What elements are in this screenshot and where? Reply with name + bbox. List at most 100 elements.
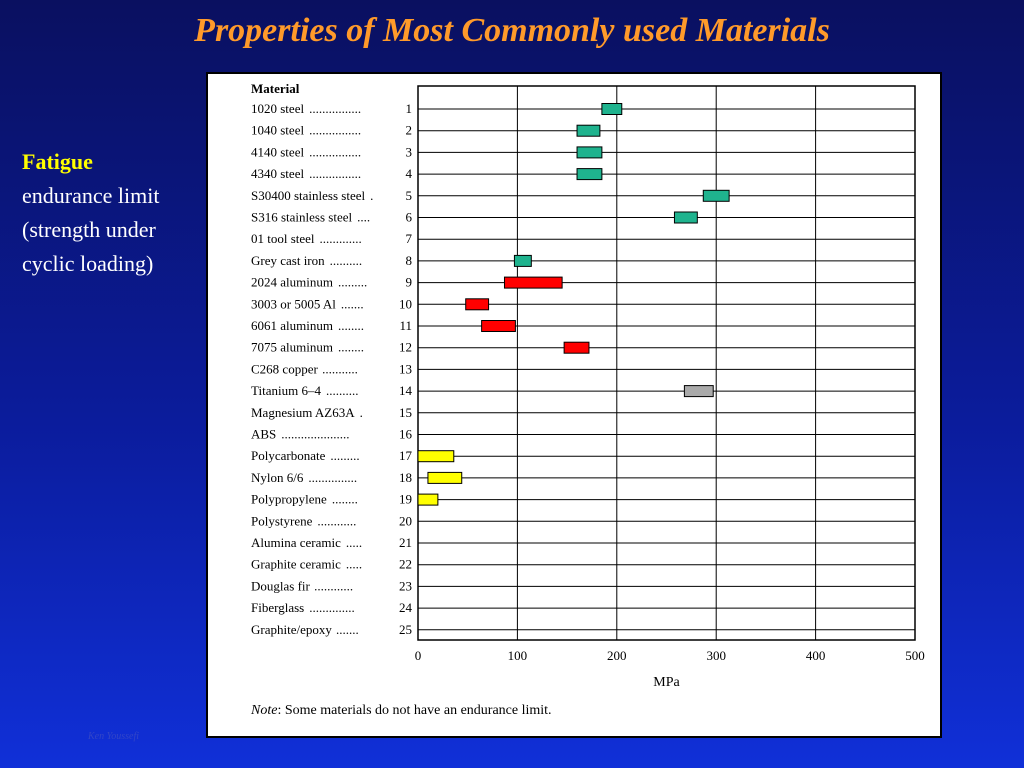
material-index: 11 bbox=[399, 318, 412, 333]
material-name: Douglas fir bbox=[251, 578, 311, 593]
material-label: S316 stainless steel.... bbox=[251, 210, 370, 225]
material-label: Graphite/epoxy....... bbox=[251, 622, 359, 637]
range-bar bbox=[513, 254, 532, 267]
material-index: 19 bbox=[399, 492, 412, 507]
chart-panel: Material 1020 steel................ 1 1040 … bbox=[206, 72, 942, 738]
note-label: Note bbox=[250, 703, 277, 718]
range-bar bbox=[481, 320, 516, 332]
leader-dots: ................ bbox=[309, 123, 361, 138]
x-axis-label: MPa bbox=[653, 675, 680, 690]
x-tick-label: 500 bbox=[905, 648, 925, 663]
footer-author: Ken Youssefi bbox=[88, 731, 140, 742]
material-name: 2024 aluminum bbox=[251, 275, 333, 290]
material-name: Polystyrene bbox=[251, 513, 313, 528]
leader-dots: ....... bbox=[336, 622, 359, 637]
leader-dots: ..... bbox=[346, 535, 362, 550]
range-bar bbox=[465, 298, 490, 311]
material-index: 14 bbox=[399, 383, 413, 398]
material-label: Titanium 6–4.......... bbox=[251, 383, 358, 398]
material-name: Grey cast iron bbox=[251, 253, 325, 268]
side-heading: Fatigue bbox=[22, 149, 93, 174]
leader-dots: ..... bbox=[346, 557, 362, 572]
material-index: 22 bbox=[399, 557, 412, 572]
material-name: 4340 steel bbox=[251, 166, 304, 181]
leader-dots: ........... bbox=[322, 361, 358, 376]
range-bar bbox=[417, 493, 439, 506]
leader-dots: ........ bbox=[332, 492, 358, 507]
material-name: 4140 steel bbox=[251, 144, 304, 159]
material-name: 7075 aluminum bbox=[251, 340, 333, 355]
leader-dots: . bbox=[370, 188, 373, 203]
leader-dots: ......... bbox=[338, 275, 367, 290]
range-bar bbox=[576, 146, 603, 159]
material-label: 01 tool steel............. bbox=[251, 231, 362, 246]
side-line-1: endurance limit bbox=[22, 183, 160, 208]
material-index: 3 bbox=[406, 144, 413, 159]
x-tick-label: 100 bbox=[508, 648, 528, 663]
x-tick-label: 200 bbox=[607, 648, 627, 663]
material-label: Magnesium AZ63A. bbox=[251, 405, 363, 420]
range-bar bbox=[683, 385, 714, 398]
material-name: Alumina ceramic bbox=[251, 535, 341, 550]
material-name: Magnesium AZ63A bbox=[251, 405, 355, 420]
material-index: 7 bbox=[406, 231, 413, 246]
material-index: 17 bbox=[399, 448, 413, 463]
range-bar bbox=[427, 471, 463, 484]
range-bar bbox=[576, 124, 601, 137]
material-label: ABS..................... bbox=[251, 427, 350, 442]
leader-dots: ............ bbox=[317, 513, 356, 528]
material-index: 16 bbox=[399, 427, 413, 442]
material-index: 4 bbox=[406, 166, 413, 181]
material-label: Graphite ceramic..... bbox=[251, 557, 362, 572]
material-index: 18 bbox=[399, 470, 412, 485]
leader-dots: ..................... bbox=[281, 427, 349, 442]
leader-dots: . bbox=[360, 405, 363, 420]
material-label: Polycarbonate......... bbox=[251, 448, 360, 463]
range-bar bbox=[503, 276, 563, 289]
range-bar bbox=[673, 211, 698, 224]
column-header: Material bbox=[251, 81, 300, 96]
material-index: 15 bbox=[399, 405, 412, 420]
leader-dots: .... bbox=[357, 210, 370, 225]
leader-dots: ......... bbox=[330, 448, 359, 463]
material-index: 8 bbox=[406, 253, 413, 268]
material-label: Polypropylene........ bbox=[251, 492, 358, 507]
material-name: S316 stainless steel bbox=[251, 210, 352, 225]
material-label: 2024 aluminum......... bbox=[251, 275, 367, 290]
material-label: S30400 stainless steel. bbox=[251, 188, 373, 203]
material-index: 12 bbox=[399, 340, 412, 355]
material-label: 3003 or 5005 Al....... bbox=[251, 296, 364, 311]
material-index: 25 bbox=[399, 622, 412, 637]
leader-dots: ................ bbox=[309, 101, 361, 116]
material-label: Fiberglass.............. bbox=[251, 600, 355, 615]
range-bar bbox=[563, 341, 590, 354]
material-name: Fiberglass bbox=[251, 600, 304, 615]
range-bar bbox=[417, 450, 455, 463]
material-index: 2 bbox=[406, 123, 413, 138]
material-name: Polycarbonate bbox=[251, 448, 326, 463]
material-name: C268 copper bbox=[251, 361, 318, 376]
material-index: 10 bbox=[399, 296, 412, 311]
material-index: 13 bbox=[399, 361, 412, 376]
material-index: 24 bbox=[399, 600, 413, 615]
range-bar bbox=[702, 189, 730, 202]
material-index: 5 bbox=[406, 188, 413, 203]
material-name: 3003 or 5005 Al bbox=[251, 296, 336, 311]
side-line-2: (strength under bbox=[22, 217, 156, 242]
material-label: 1040 steel................ bbox=[251, 123, 361, 138]
x-tick-label: 0 bbox=[415, 648, 422, 663]
material-label: 6061 aluminum........ bbox=[251, 318, 364, 333]
material-index: 23 bbox=[399, 578, 412, 593]
material-name: 01 tool steel bbox=[251, 231, 315, 246]
note-text: : Some materials do not have an enduranc… bbox=[277, 703, 551, 718]
material-index: 1 bbox=[406, 101, 413, 116]
material-name: Nylon 6/6 bbox=[251, 470, 304, 485]
leader-dots: .............. bbox=[309, 600, 355, 615]
material-name: Graphite ceramic bbox=[251, 557, 341, 572]
side-description: Fatigue endurance limit (strength under … bbox=[22, 145, 207, 281]
material-name: 1040 steel bbox=[251, 123, 304, 138]
material-name: Polypropylene bbox=[251, 492, 327, 507]
endurance-limit-chart: Material 1020 steel................ 1 1040 … bbox=[250, 81, 925, 718]
material-label: 4340 steel................ bbox=[251, 166, 361, 181]
range-bar bbox=[576, 168, 603, 181]
